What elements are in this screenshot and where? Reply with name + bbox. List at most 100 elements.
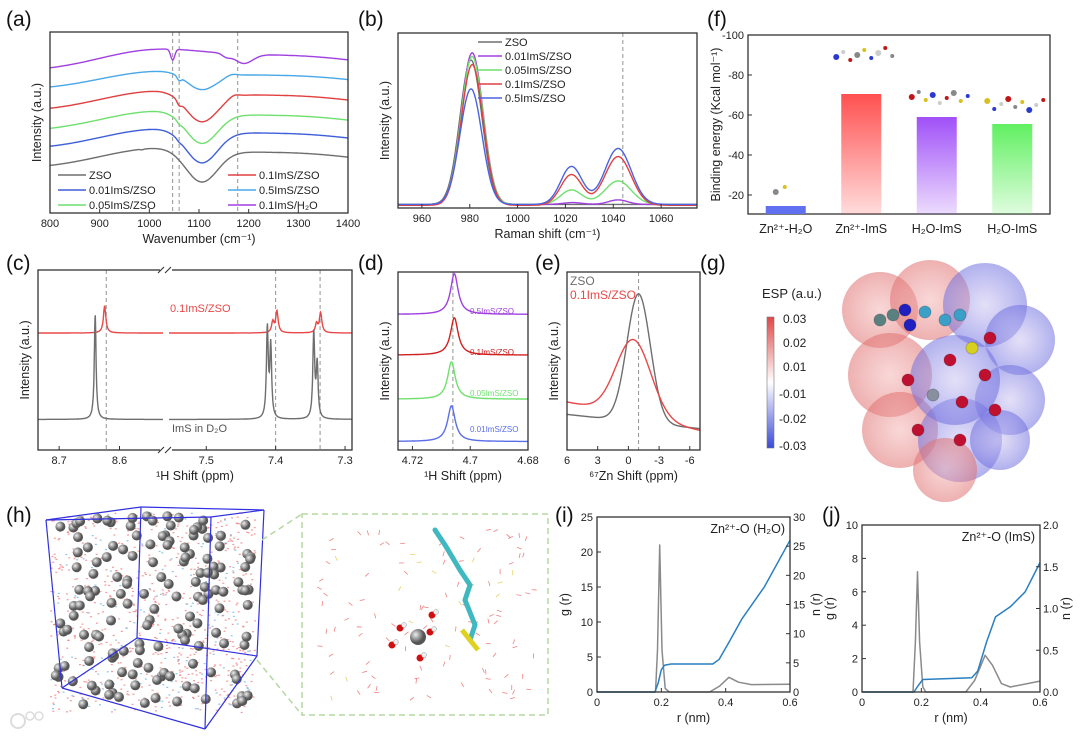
- legend-label: 0.5ImS/ZSO: [505, 93, 566, 105]
- y-axis-label-j: g (r): [823, 597, 837, 620]
- esp-tick: 0.03: [783, 312, 807, 326]
- legend-label: 0.05ImS/ZSO: [505, 65, 572, 77]
- x-tick-label-b: 1060: [649, 213, 673, 225]
- y-tick-label-f: -40: [728, 150, 744, 162]
- esp-surface-molecule-image: [842, 260, 1055, 502]
- panel-label-h: (h): [6, 504, 32, 527]
- x-category-label: Zn²⁺-H₂O: [759, 222, 812, 236]
- legend-label: 0.1ImS/ZSO: [505, 79, 566, 91]
- esp-tick: -0.02: [779, 412, 807, 426]
- panel-label-b: (b): [358, 8, 384, 31]
- x-axis-label-d: ¹H Shift (ppm): [424, 469, 502, 483]
- y-tick-label-f: -80: [728, 70, 744, 82]
- y-tick-label-i: 15: [581, 582, 593, 594]
- legend-label: 0.1ImS/ZSO: [259, 170, 320, 182]
- series-0.1ImS/H₂O: [49, 48, 349, 69]
- x-tick-label-c: 8.6: [112, 455, 127, 467]
- series-ZSO: [49, 147, 349, 183]
- plot-frame-j: [861, 524, 1041, 693]
- panel-label-g: (g): [700, 252, 726, 275]
- esp-tick: 0.01: [783, 360, 807, 374]
- axis-break: [160, 267, 172, 273]
- x-tick-label-j: 0.2: [914, 697, 929, 709]
- axis-break: [160, 447, 172, 453]
- series-0.01ImS/ZSO: [398, 405, 528, 443]
- series-label: 0.5ImS/ZSO: [470, 307, 514, 316]
- x-tick-label-c: 7.4: [268, 455, 283, 467]
- y2-tick-label-j: 0.0: [1043, 687, 1058, 699]
- series-0.1ImS/ZSO: [398, 317, 528, 356]
- watermark-logo: [10, 711, 44, 729]
- series-0.05ImS/ZSO: [50, 110, 349, 145]
- panel-label-i: (i): [555, 504, 574, 527]
- y-tick-label-j: 2: [852, 654, 858, 666]
- panel-label-j: (j): [822, 504, 841, 527]
- x-tick-label-j: 0.4: [973, 697, 988, 709]
- series-0.01ImS/ZSO: [49, 128, 349, 164]
- panel-label-d: (d): [358, 252, 384, 275]
- series-0.1ImS/ZSO: [566, 338, 701, 432]
- x-tick-label-i: 0.4: [718, 697, 733, 709]
- esp-colorbar: [766, 316, 775, 449]
- series-0.5ImS/ZSO: [398, 272, 528, 315]
- x-axis-label-i: r (nm): [677, 711, 710, 725]
- x-axis-label-a: Wavenumber (cm⁻¹): [142, 232, 255, 246]
- x-tick-label-e: 0: [625, 455, 631, 467]
- y-tick-label-j: 6: [852, 587, 858, 599]
- series-g(r): [597, 544, 791, 693]
- series-label: 0.05ImS/ZSO: [470, 389, 518, 398]
- legend-label: 0.01ImS/ZSO: [89, 185, 156, 197]
- y-axis-label-d: Intensity (a.u.): [378, 321, 392, 400]
- series-label: ImS in D₂O: [172, 423, 227, 435]
- y-tick-label-j: 8: [852, 553, 858, 565]
- x-tick-label-j: 0.6: [1032, 697, 1047, 709]
- y2-tick-label-j: 1.0: [1043, 604, 1058, 616]
- series-ImS in D₂O: [169, 323, 352, 421]
- series-label: 0.01ImS/ZSO: [470, 425, 518, 434]
- md-solvation-inset-image: [256, 513, 549, 716]
- series-label: 0.1ImS/ZSO: [470, 348, 514, 357]
- y2-tick-label-i: 20: [793, 570, 805, 582]
- y-axis-label-c: Intensity (a.u.): [18, 320, 32, 399]
- bar-0: [765, 206, 806, 214]
- y-tick-label-j: 0: [852, 687, 858, 699]
- legend-label: ZSO: [505, 37, 528, 49]
- x-axis-label-b: Raman shift (cm⁻¹): [495, 227, 601, 241]
- x-tick-label-b: 1020: [553, 213, 577, 225]
- y2-tick-label-i: 10: [793, 629, 805, 641]
- x-tick-label-b: 1000: [505, 213, 529, 225]
- x-category-label: H₂O-ImS: [912, 222, 962, 236]
- y-tick-label-i: 25: [581, 512, 593, 524]
- x-category-label: Zn²⁺-ImS: [835, 222, 887, 236]
- y2-tick-label-i: 15: [793, 600, 805, 612]
- y-tick-label-i: 5: [587, 652, 593, 664]
- y-axis-label-e: Intensity (a.u.): [547, 321, 561, 400]
- x-tick-label-j: 0: [859, 697, 865, 709]
- legend-label: 0.1ImS/ZSO: [570, 288, 636, 302]
- y-tick-label-f: -60: [728, 110, 744, 122]
- esp-tick: -0.01: [779, 387, 807, 401]
- series-n(r): [862, 562, 1041, 693]
- x-tick-label-e: 3: [595, 455, 601, 467]
- legend-label: ZSO: [570, 274, 595, 288]
- x-tick-label-a: 1200: [236, 218, 260, 230]
- x-tick-label-c: 8.7: [51, 455, 66, 467]
- plot-title-j: Zn²⁺-O (ImS): [962, 530, 1035, 544]
- md-simulation-box-image: [45, 506, 265, 730]
- plot-title-i: Zn²⁺-O (H₂O): [710, 522, 785, 536]
- panel-label-e: (e): [535, 252, 561, 275]
- series-0.1ImS/ZSO: [38, 305, 163, 334]
- y2-tick-label-j: 0.5: [1043, 645, 1058, 657]
- axis-break-mark: [157, 266, 172, 274]
- y2-axis-label-i: n (r): [809, 593, 823, 616]
- series-0.5ImS/ZSO: [398, 88, 697, 206]
- y2-tick-label-i: 30: [793, 512, 805, 524]
- plot-frame-i: [596, 516, 791, 693]
- y2-tick-label-j: 2.0: [1043, 520, 1058, 532]
- plot-frame-c: [37, 269, 353, 451]
- y-axis-label-b: Intensity (a.u.): [378, 81, 392, 160]
- x-category-label: H₂O-ImS: [987, 222, 1037, 236]
- x-tick-label-b: 960: [413, 213, 431, 225]
- x-tick-label-e: 6: [564, 455, 570, 467]
